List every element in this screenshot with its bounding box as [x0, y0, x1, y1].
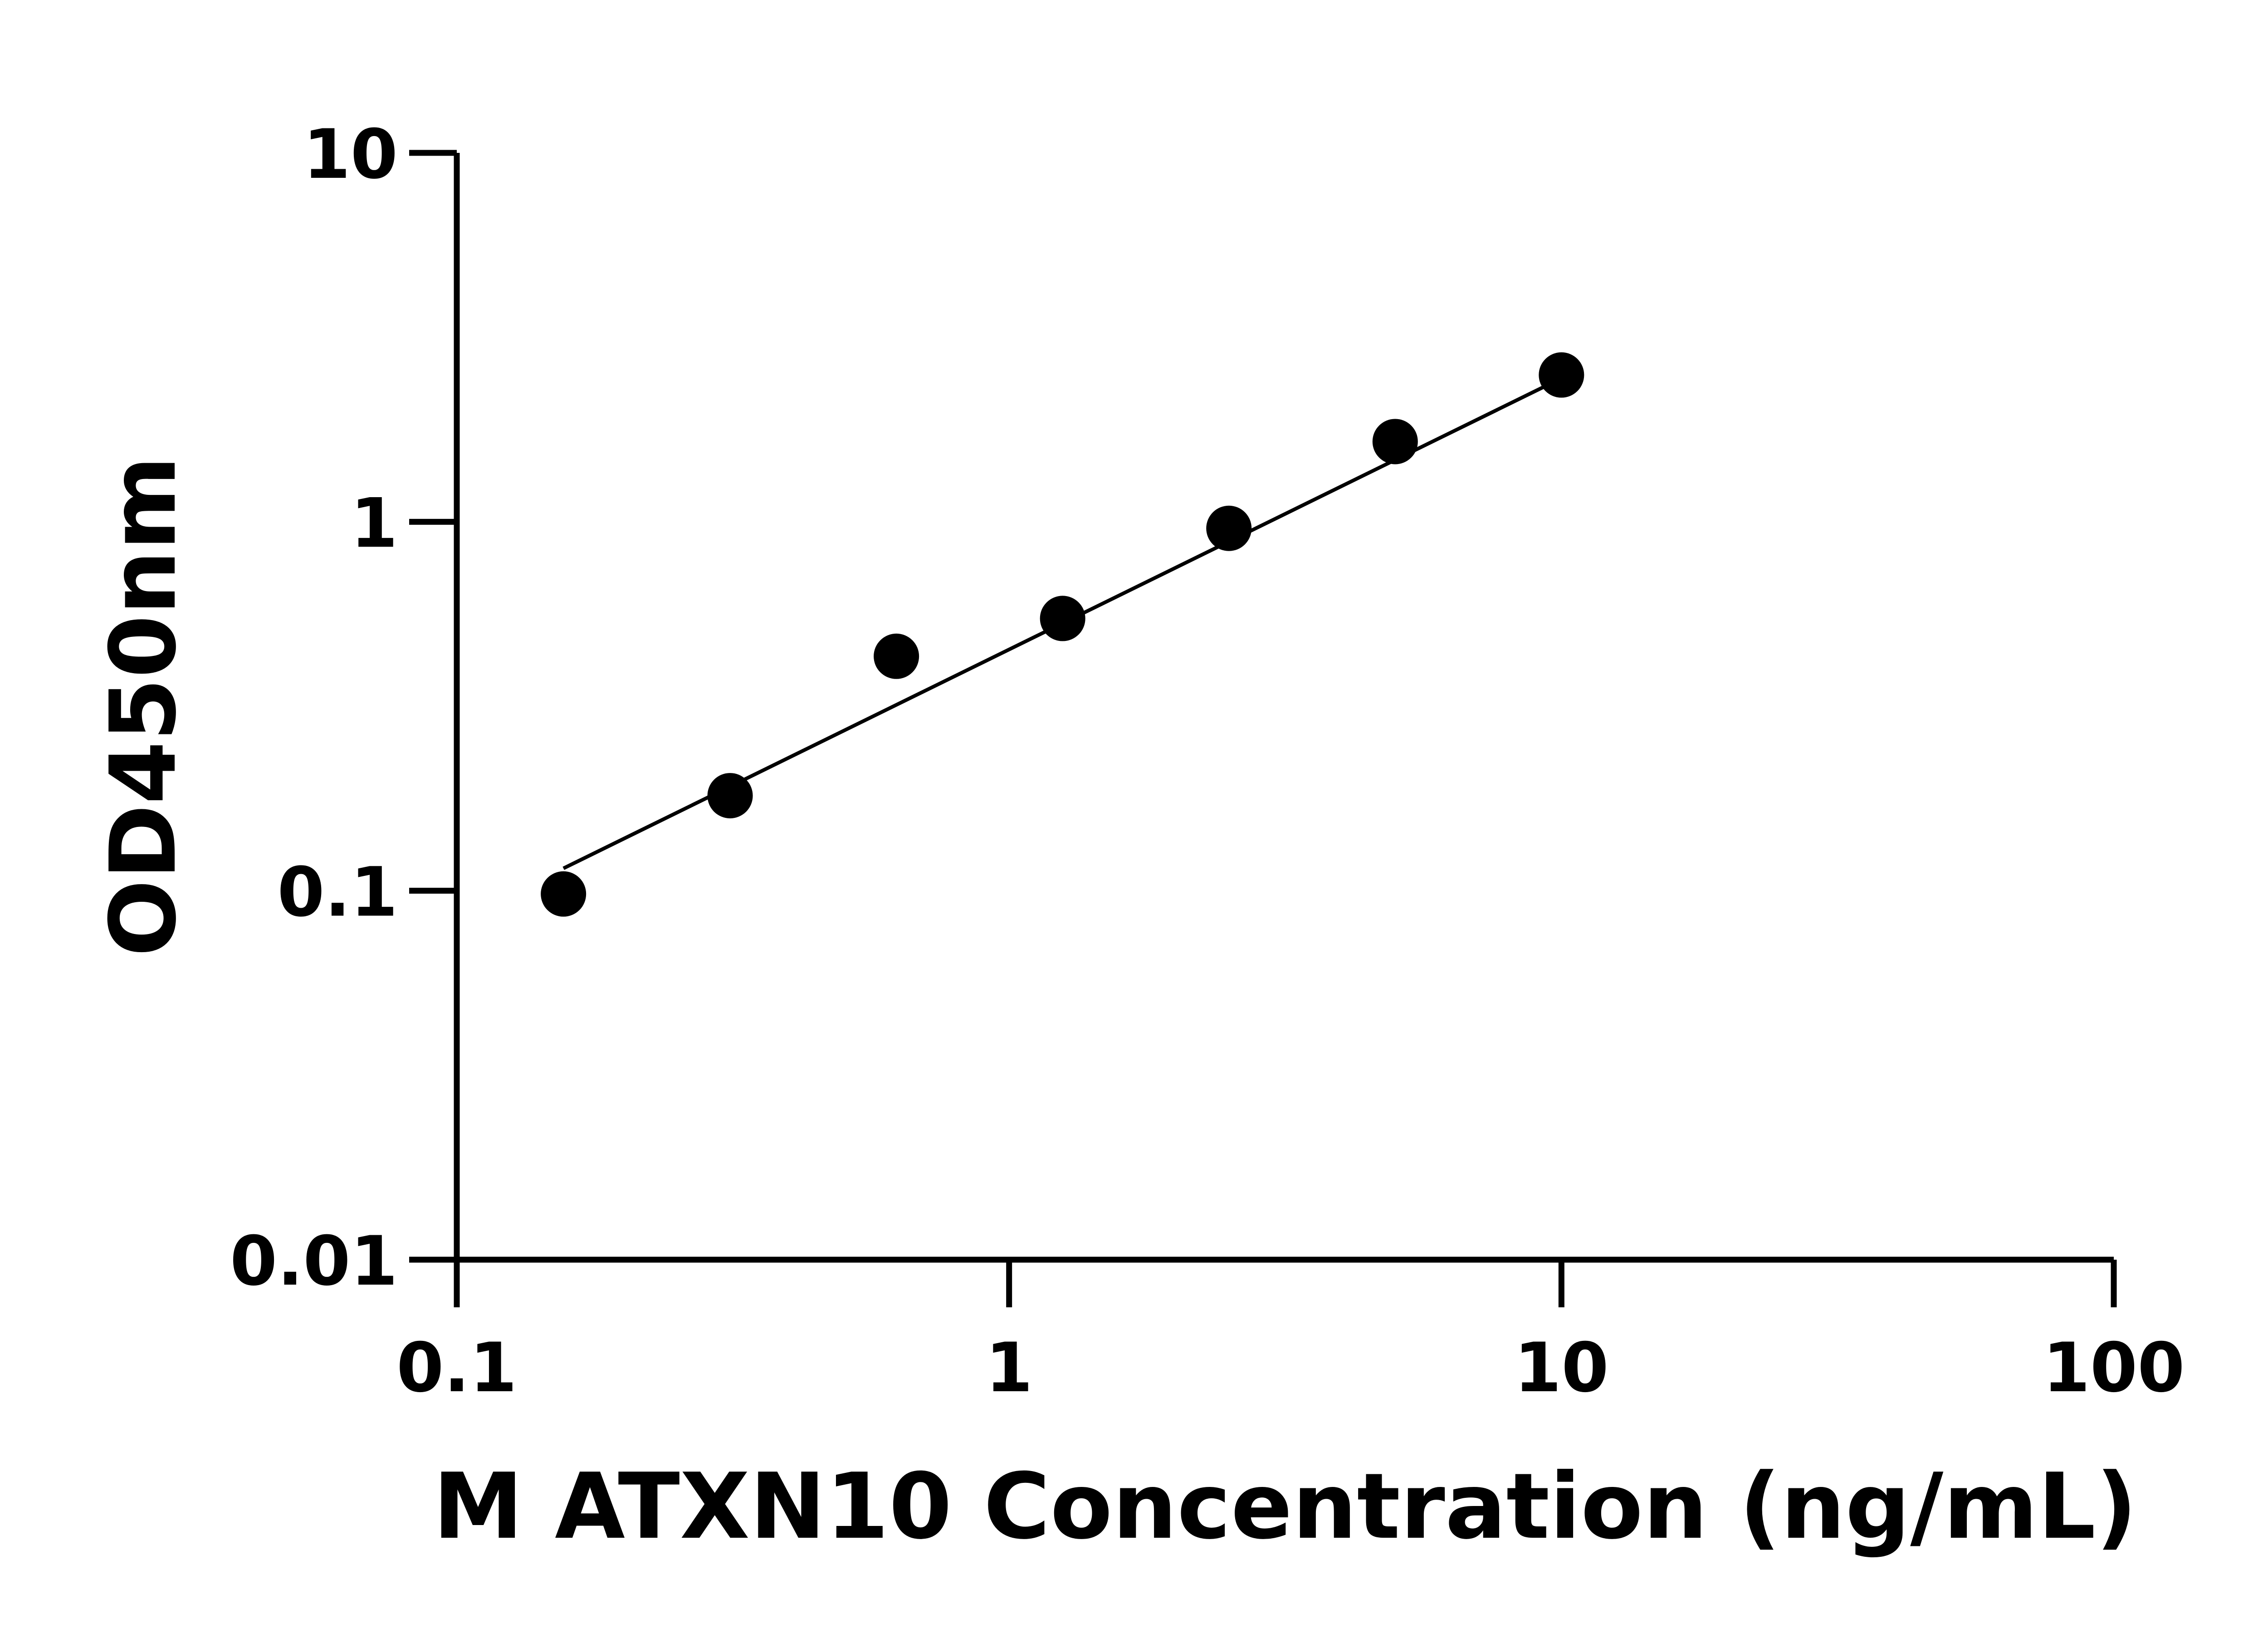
axes: 0.01 0.1 1 10 0.1 1 10 100	[230, 115, 2185, 1408]
y-tick-label: 0.1	[277, 853, 398, 932]
data-point	[707, 773, 753, 819]
y-tick-label: 1	[351, 484, 398, 563]
data-point	[874, 633, 919, 679]
data-point	[1539, 352, 1584, 398]
x-tick-label: 0.1	[396, 1329, 517, 1408]
y-tick-label: 10	[303, 115, 398, 194]
y-axis-title: OD450nm	[91, 456, 196, 957]
data-point	[1372, 419, 1418, 464]
x-tick-label: 10	[1514, 1329, 1609, 1408]
marks	[541, 352, 1584, 917]
data-point	[1206, 505, 1252, 551]
data-point	[541, 871, 587, 917]
y-tick-label: 0.01	[230, 1222, 398, 1301]
data-point	[1040, 596, 1085, 641]
x-tick-label: 100	[2043, 1329, 2185, 1408]
x-axis-title: M ATXN10 Concentration (ng/mL)	[433, 1454, 2137, 1560]
x-tick-label: 1	[985, 1329, 1032, 1408]
